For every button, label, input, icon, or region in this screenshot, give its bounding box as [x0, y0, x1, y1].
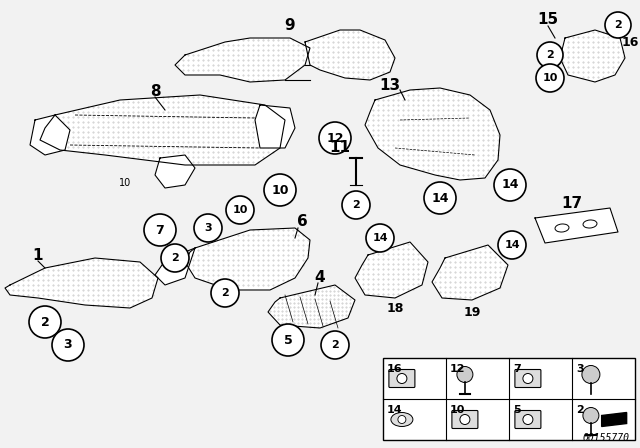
Circle shape — [321, 331, 349, 359]
Circle shape — [211, 279, 239, 307]
Circle shape — [29, 306, 61, 338]
Text: 16: 16 — [387, 364, 403, 374]
Text: 10: 10 — [232, 205, 248, 215]
Text: 8: 8 — [150, 85, 160, 99]
Text: 10: 10 — [542, 73, 557, 83]
Circle shape — [366, 224, 394, 252]
Circle shape — [144, 214, 176, 246]
Text: 3: 3 — [64, 339, 72, 352]
Polygon shape — [185, 228, 310, 290]
Text: 5: 5 — [284, 333, 292, 346]
Circle shape — [537, 42, 563, 68]
Text: 17: 17 — [561, 195, 582, 211]
Text: 16: 16 — [621, 35, 639, 48]
Text: 14: 14 — [431, 191, 449, 204]
Text: 7: 7 — [156, 224, 164, 237]
Circle shape — [457, 366, 473, 383]
Text: 2: 2 — [614, 20, 622, 30]
Text: 2: 2 — [40, 315, 49, 328]
Text: 12: 12 — [326, 132, 344, 145]
Polygon shape — [30, 115, 70, 155]
Circle shape — [398, 415, 406, 423]
Text: 2: 2 — [546, 50, 554, 60]
Circle shape — [494, 169, 526, 201]
Circle shape — [194, 214, 222, 242]
Polygon shape — [365, 88, 500, 180]
FancyBboxPatch shape — [515, 410, 541, 428]
Text: 5: 5 — [513, 405, 520, 415]
Polygon shape — [355, 242, 428, 298]
Polygon shape — [5, 258, 158, 308]
Circle shape — [264, 174, 296, 206]
Text: 3: 3 — [204, 223, 212, 233]
Circle shape — [498, 231, 526, 259]
Polygon shape — [155, 155, 195, 188]
Circle shape — [583, 408, 599, 423]
Polygon shape — [560, 30, 625, 82]
Circle shape — [460, 414, 470, 425]
Circle shape — [342, 191, 370, 219]
Circle shape — [582, 366, 600, 383]
FancyBboxPatch shape — [389, 370, 415, 388]
Text: 2: 2 — [576, 405, 584, 415]
Circle shape — [272, 324, 304, 356]
Circle shape — [424, 182, 456, 214]
Text: 14: 14 — [504, 240, 520, 250]
Circle shape — [605, 12, 631, 38]
Polygon shape — [602, 413, 627, 426]
Polygon shape — [432, 245, 508, 300]
Text: 14: 14 — [501, 178, 519, 191]
Circle shape — [523, 414, 533, 425]
FancyBboxPatch shape — [452, 410, 478, 428]
Polygon shape — [255, 105, 295, 148]
Text: 19: 19 — [463, 306, 481, 319]
Polygon shape — [40, 95, 285, 165]
Circle shape — [161, 244, 189, 272]
Circle shape — [319, 122, 351, 154]
Text: 00155770: 00155770 — [583, 433, 630, 443]
Polygon shape — [175, 38, 310, 82]
Polygon shape — [535, 208, 618, 243]
Text: 14: 14 — [372, 233, 388, 243]
Polygon shape — [305, 30, 395, 80]
Text: 11: 11 — [330, 141, 351, 155]
Ellipse shape — [391, 413, 413, 426]
Polygon shape — [155, 248, 195, 285]
Circle shape — [226, 196, 254, 224]
Text: 13: 13 — [380, 78, 401, 92]
Text: 2: 2 — [221, 288, 229, 298]
Text: 10: 10 — [119, 178, 131, 188]
Text: 2: 2 — [352, 200, 360, 210]
Text: 2: 2 — [331, 340, 339, 350]
Text: 10: 10 — [271, 184, 289, 197]
Polygon shape — [268, 285, 355, 328]
Text: 10: 10 — [450, 405, 465, 415]
FancyBboxPatch shape — [515, 370, 541, 388]
Text: 3: 3 — [576, 364, 584, 374]
Text: 2: 2 — [171, 253, 179, 263]
Text: 9: 9 — [285, 17, 295, 33]
Circle shape — [523, 374, 533, 383]
Text: 7: 7 — [513, 364, 521, 374]
Text: 12: 12 — [450, 364, 465, 374]
Text: 15: 15 — [538, 13, 559, 27]
Bar — [383, 358, 635, 440]
Text: 4: 4 — [315, 271, 325, 285]
Text: 1: 1 — [33, 247, 44, 263]
Circle shape — [397, 374, 407, 383]
Text: 6: 6 — [296, 215, 307, 229]
Text: 18: 18 — [387, 302, 404, 314]
Circle shape — [536, 64, 564, 92]
Circle shape — [52, 329, 84, 361]
Text: 14: 14 — [387, 405, 403, 415]
